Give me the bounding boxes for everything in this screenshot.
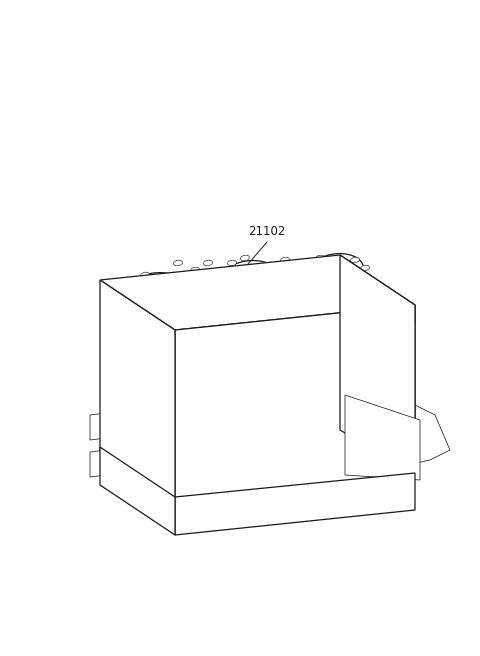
Ellipse shape xyxy=(183,400,227,430)
Ellipse shape xyxy=(174,260,182,266)
Ellipse shape xyxy=(360,305,390,335)
Ellipse shape xyxy=(274,312,282,318)
Polygon shape xyxy=(340,255,415,475)
Ellipse shape xyxy=(125,273,185,312)
Ellipse shape xyxy=(128,280,136,286)
Ellipse shape xyxy=(349,323,357,327)
Ellipse shape xyxy=(377,323,385,327)
Polygon shape xyxy=(100,447,175,535)
Polygon shape xyxy=(90,410,130,440)
Polygon shape xyxy=(312,330,324,490)
Ellipse shape xyxy=(265,262,275,268)
Ellipse shape xyxy=(116,295,124,301)
Ellipse shape xyxy=(368,313,382,327)
Polygon shape xyxy=(348,260,408,355)
Ellipse shape xyxy=(204,260,213,266)
Ellipse shape xyxy=(315,255,324,261)
Ellipse shape xyxy=(133,278,177,306)
Ellipse shape xyxy=(329,319,381,351)
Ellipse shape xyxy=(280,257,289,263)
Ellipse shape xyxy=(372,499,382,504)
Ellipse shape xyxy=(255,390,299,420)
Polygon shape xyxy=(175,473,415,535)
Ellipse shape xyxy=(370,430,375,435)
Polygon shape xyxy=(90,447,130,477)
Ellipse shape xyxy=(336,262,345,268)
Polygon shape xyxy=(320,460,415,510)
Ellipse shape xyxy=(228,260,237,266)
Ellipse shape xyxy=(311,302,320,308)
Ellipse shape xyxy=(371,431,399,459)
Ellipse shape xyxy=(377,437,393,453)
Ellipse shape xyxy=(358,417,412,472)
Ellipse shape xyxy=(366,277,374,283)
Polygon shape xyxy=(100,255,415,330)
Ellipse shape xyxy=(364,443,370,447)
Polygon shape xyxy=(230,330,242,490)
Ellipse shape xyxy=(395,455,400,461)
Ellipse shape xyxy=(358,305,366,311)
Ellipse shape xyxy=(181,323,189,327)
Ellipse shape xyxy=(364,424,406,466)
Ellipse shape xyxy=(321,323,329,327)
Ellipse shape xyxy=(113,371,147,400)
Ellipse shape xyxy=(265,323,273,327)
Ellipse shape xyxy=(400,443,406,447)
Ellipse shape xyxy=(255,307,264,313)
Ellipse shape xyxy=(119,377,141,394)
Ellipse shape xyxy=(354,299,396,341)
Ellipse shape xyxy=(306,254,364,291)
Ellipse shape xyxy=(302,505,312,511)
Polygon shape xyxy=(175,305,415,500)
Ellipse shape xyxy=(104,457,116,466)
Ellipse shape xyxy=(170,302,180,308)
Polygon shape xyxy=(330,330,380,395)
Ellipse shape xyxy=(211,307,219,313)
Ellipse shape xyxy=(225,266,271,295)
Polygon shape xyxy=(175,305,415,348)
Polygon shape xyxy=(100,280,175,500)
Ellipse shape xyxy=(290,267,300,273)
Ellipse shape xyxy=(395,430,400,435)
Ellipse shape xyxy=(336,297,345,303)
Ellipse shape xyxy=(223,512,233,518)
Text: 21102: 21102 xyxy=(248,225,286,238)
Ellipse shape xyxy=(350,257,360,263)
Ellipse shape xyxy=(209,323,217,327)
Polygon shape xyxy=(327,365,368,465)
Ellipse shape xyxy=(191,405,219,425)
Ellipse shape xyxy=(217,260,279,300)
Ellipse shape xyxy=(191,312,200,318)
Ellipse shape xyxy=(293,323,301,327)
Ellipse shape xyxy=(350,292,360,298)
Ellipse shape xyxy=(303,259,312,265)
Ellipse shape xyxy=(290,307,300,313)
Ellipse shape xyxy=(141,283,169,300)
Ellipse shape xyxy=(370,455,375,461)
Ellipse shape xyxy=(216,272,225,278)
Ellipse shape xyxy=(237,323,245,327)
Ellipse shape xyxy=(335,323,375,348)
Ellipse shape xyxy=(314,258,356,285)
Ellipse shape xyxy=(383,424,387,430)
Ellipse shape xyxy=(240,255,250,261)
Ellipse shape xyxy=(191,267,200,273)
Polygon shape xyxy=(380,395,450,470)
Ellipse shape xyxy=(189,515,199,522)
Ellipse shape xyxy=(338,502,348,508)
Polygon shape xyxy=(183,365,228,470)
Polygon shape xyxy=(105,335,170,455)
Ellipse shape xyxy=(141,272,149,278)
Ellipse shape xyxy=(398,496,408,502)
Ellipse shape xyxy=(381,441,389,449)
Ellipse shape xyxy=(383,461,387,466)
Polygon shape xyxy=(345,395,420,480)
Ellipse shape xyxy=(104,420,116,430)
Ellipse shape xyxy=(224,313,232,319)
Ellipse shape xyxy=(263,395,291,415)
Ellipse shape xyxy=(360,265,370,271)
Ellipse shape xyxy=(261,508,271,515)
Polygon shape xyxy=(245,365,310,470)
